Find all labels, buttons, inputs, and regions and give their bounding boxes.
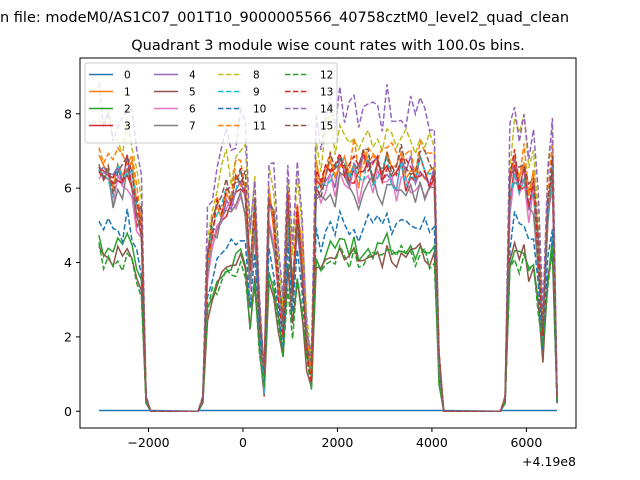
legend-frame [84,62,338,144]
x-tick-label: 4000 [416,435,448,450]
legend-item-3: 3 [89,120,131,132]
series-line-13 [98,149,558,413]
legend-label: 12 [320,69,333,81]
legend-label: 9 [253,86,260,98]
y-tick-label: 6 [64,181,72,196]
series-line-5 [98,239,558,413]
legend-label: 7 [189,120,196,132]
legend-label: 6 [189,103,196,115]
legend-item-12: 12 [285,69,333,81]
legend-item-11: 11 [218,120,266,132]
y-tick-label: 4 [64,255,72,270]
series-line-4 [98,154,558,413]
legend-item-0: 0 [89,69,131,81]
series-line-9 [98,153,558,413]
legend-label: 1 [124,86,131,98]
legend-label: 0 [124,69,131,81]
legend-item-9: 9 [218,86,260,98]
series-line-10 [98,208,558,413]
legend-item-10: 10 [218,103,266,115]
legend-item-15: 15 [285,120,333,132]
x-axis: −2000 0 2000 4000 6000 [127,428,542,450]
legend-label: 14 [320,103,334,115]
series-line-6 [98,167,558,413]
chart-title: Quadrant 3 module wise count rates with … [131,38,525,54]
x-tick-label: −2000 [127,435,169,450]
y-tick-label: 0 [64,404,72,419]
legend-item-14: 14 [285,103,334,115]
legend-label: 13 [320,86,333,98]
legend-item-6: 6 [154,103,196,115]
series-line-2 [98,230,558,413]
legend-label: 5 [189,86,196,98]
legend-item-5: 5 [154,86,196,98]
legend-label: 11 [253,120,266,132]
legend-label: 3 [124,120,131,132]
x-tick-label: 6000 [510,435,542,450]
y-tick-label: 8 [64,106,72,121]
series-line-7 [98,163,558,413]
suptitle: n file: modeM0/AS1C07_001T10_9000005566_… [0,10,569,26]
legend-item-7: 7 [154,120,196,132]
series-line-1 [98,149,558,413]
legend-label: 2 [124,103,131,115]
series-line-12 [98,242,558,413]
legend-label: 10 [253,103,266,115]
legend-item-8: 8 [218,69,260,81]
x-tick-label: 0 [239,435,247,450]
legend-label: 15 [320,120,333,132]
legend-label: 8 [253,69,260,81]
plot-frame [79,57,577,429]
legend-label: 4 [189,69,196,81]
series-layer [98,82,558,413]
series-line-15 [98,143,558,413]
y-tick-label: 2 [64,329,72,344]
series-line-8 [98,110,558,413]
legend-item-1: 1 [89,86,131,98]
legend-item-4: 4 [154,69,196,81]
legend-item-2: 2 [89,103,131,115]
series-line-3 [98,156,558,413]
legend-item-13: 13 [285,86,333,98]
y-axis: 0 2 4 6 8 [64,106,80,419]
x-tick-label: 2000 [322,435,354,450]
x-offset-label: +4.19e8 [522,454,576,469]
